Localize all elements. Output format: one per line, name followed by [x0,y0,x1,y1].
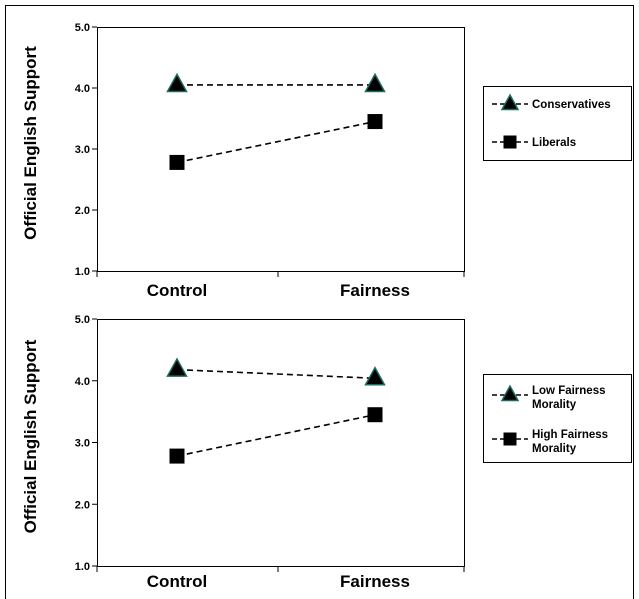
data-point-square [367,114,383,130]
series-line-2 [176,413,376,457]
legend-label: High Fairness [532,429,608,441]
y-tick-label: 4.0 [75,83,90,95]
legend-label: Morality [532,443,577,455]
y-axis-label: Official English Support [21,46,40,240]
legend-label: Conservatives [532,99,611,111]
series-line-2 [176,120,376,164]
y-tick-label: 2.0 [75,499,90,511]
y-tick-label: 1.0 [75,561,90,573]
legend-marker-square [503,432,517,446]
legend-label: Low Fairness [532,385,606,397]
legend-marker-triangle [500,93,520,111]
legend: Low Fairness Morality High Fairness Moralit… [483,374,632,463]
legend: Conservatives Liberals [483,86,632,161]
data-point-triangle [364,366,386,386]
series-line-1 [176,368,376,380]
legend-marker-triangle [500,384,520,402]
plot-area [97,27,465,272]
figure-border [5,5,634,599]
x-tick-label: Control [147,281,207,300]
y-tick-label: 2.0 [75,205,90,217]
legend-label: Morality [532,399,577,411]
data-point-square [367,407,383,423]
data-point-triangle [364,72,386,93]
x-tick-label: Fairness [340,572,410,591]
y-axis-label: Official English Support [21,339,40,533]
legend-box [483,86,632,161]
chart-panel-2: 1.0 2.0 3.0 4.0 5.0 Control Fairness Official E… [21,314,632,591]
y-tick-label: 5.0 [75,314,90,326]
x-tick-label: Fairness [340,281,410,300]
legend-label: Liberals [532,137,576,149]
data-point-triangle [166,72,188,93]
legend-marker-square [503,135,517,149]
data-point-square [169,448,185,464]
data-point-square [169,154,185,170]
x-tick-label: Control [147,572,207,591]
y-tick-label: 3.0 [75,438,90,450]
y-tick-label: 5.0 [75,22,90,34]
plot-area [97,319,465,567]
y-tick-label: 4.0 [75,376,90,388]
legend-box [483,374,632,463]
y-tick-label: 1.0 [75,266,90,278]
data-point-triangle [166,357,188,377]
chart-panel-1: 1.0 2.0 3.0 4.0 5.0 Control Fairness Official E… [21,22,632,300]
y-tick-label: 3.0 [75,144,90,156]
